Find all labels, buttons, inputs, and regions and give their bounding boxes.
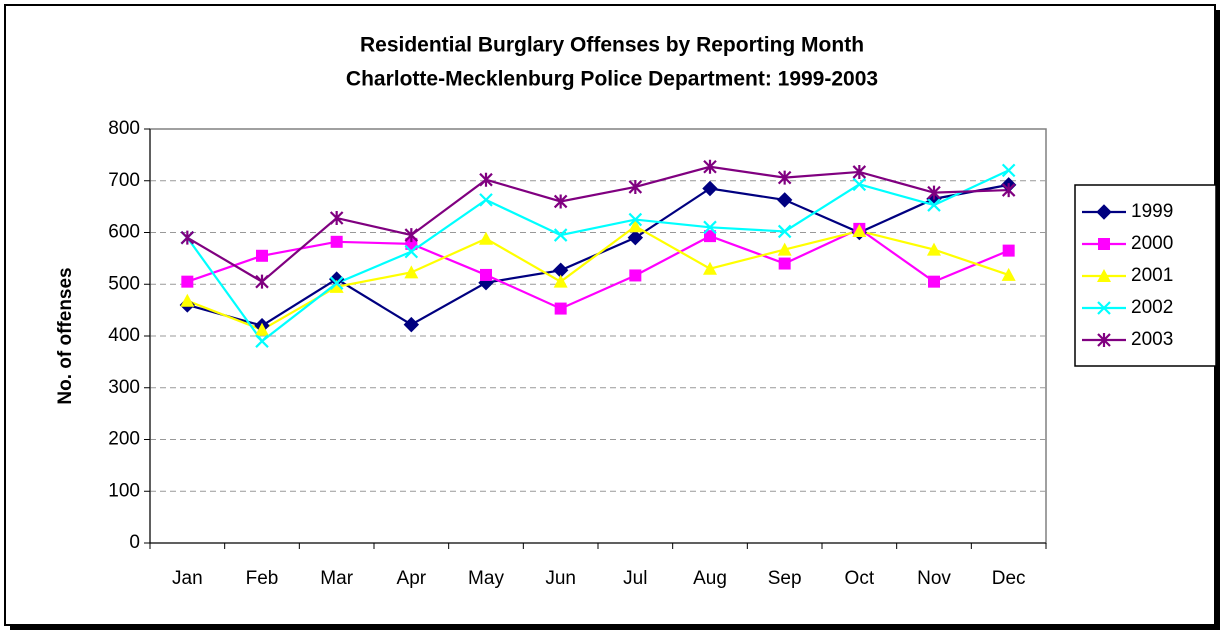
x-tick-label: Oct [845, 568, 875, 589]
marker [255, 334, 269, 348]
x-tick-label: Feb [246, 568, 279, 589]
marker [1096, 204, 1112, 220]
marker [1097, 301, 1111, 315]
marker [404, 244, 419, 259]
marker [181, 275, 194, 288]
series-line [186, 227, 1010, 310]
x-tick-label: May [468, 568, 504, 589]
plot-area [149, 128, 1047, 544]
marker [403, 316, 420, 333]
x-tick-label: Jun [545, 568, 576, 589]
chart-title: Residential Burglary Offenses by Reporti… [360, 34, 864, 57]
y-tick-label: 0 [129, 532, 140, 553]
marker [553, 194, 568, 209]
marker [703, 220, 717, 235]
marker [628, 219, 643, 233]
marker [852, 223, 867, 237]
marker [480, 268, 492, 281]
marker [1001, 183, 1016, 198]
marker [629, 269, 642, 282]
x-tick-label: Dec [992, 568, 1026, 589]
marker [1097, 269, 1111, 282]
marker [1002, 244, 1015, 257]
marker [927, 185, 941, 200]
legend-label: 2002 [1131, 297, 1173, 318]
legend-label: 2003 [1131, 329, 1173, 350]
marker [255, 274, 269, 289]
x-tick-label: Jul [623, 568, 647, 589]
x-tick-label: Nov [917, 568, 951, 589]
marker [479, 193, 493, 207]
marker [703, 159, 717, 174]
marker [256, 249, 268, 262]
x-tick-label: Jan [172, 568, 203, 589]
legend-label: 1999 [1131, 201, 1173, 222]
legend-label: 2001 [1131, 265, 1173, 286]
marker [702, 180, 718, 197]
marker [1097, 333, 1111, 347]
x-tick-label: Aug [693, 568, 727, 589]
marker [928, 275, 940, 288]
marker [703, 261, 717, 275]
y-tick-label: 800 [108, 118, 140, 139]
y-axis-label: No. of offenses [55, 267, 76, 404]
y-tick-label: 700 [108, 170, 140, 191]
marker [1001, 163, 1016, 178]
x-tick-label: Mar [320, 568, 353, 589]
marker [1001, 267, 1016, 281]
marker [852, 164, 867, 179]
marker [405, 237, 418, 250]
legend-label: 2000 [1131, 233, 1173, 254]
marker [479, 231, 493, 245]
y-tick-label: 500 [108, 273, 140, 294]
marker [554, 302, 567, 315]
marker [1098, 238, 1110, 250]
x-tick-label: Apr [397, 568, 427, 589]
marker [628, 179, 643, 194]
series-line [186, 169, 1010, 343]
series-line [186, 165, 1009, 284]
marker [553, 228, 568, 242]
marker [479, 172, 493, 187]
marker [777, 224, 792, 239]
y-tick-label: 200 [108, 429, 140, 450]
marker [627, 229, 644, 246]
marker [927, 242, 941, 256]
marker [777, 170, 792, 185]
marker [778, 257, 791, 270]
marker [255, 322, 269, 336]
marker [704, 230, 716, 243]
y-tick-label: 400 [108, 325, 140, 346]
chart-subtitle: Charlotte-Mecklenburg Police Department:… [346, 68, 878, 91]
marker [776, 192, 793, 208]
marker [852, 177, 867, 192]
marker [180, 230, 195, 245]
y-tick-label: 600 [108, 222, 140, 243]
marker [329, 276, 344, 290]
marker [404, 228, 419, 243]
marker [180, 293, 195, 307]
marker [777, 242, 792, 256]
marker [329, 279, 344, 293]
marker [927, 198, 941, 212]
marker [628, 212, 643, 227]
y-tick-label: 300 [108, 377, 140, 398]
marker [404, 265, 419, 279]
marker [329, 211, 344, 226]
marker [553, 274, 568, 288]
x-tick-label: Sep [768, 568, 802, 589]
marker [330, 235, 343, 248]
y-tick-label: 100 [108, 480, 140, 501]
